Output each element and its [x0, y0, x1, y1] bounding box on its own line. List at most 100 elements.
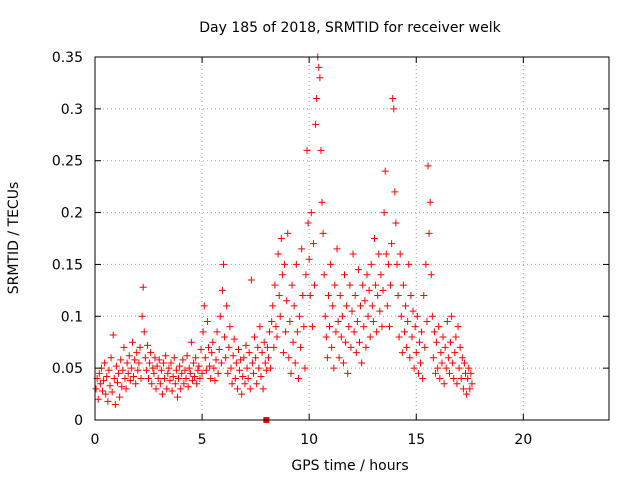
data-point — [136, 343, 144, 351]
data-point — [361, 297, 369, 305]
data-point — [203, 317, 211, 325]
data-point — [111, 400, 119, 408]
data-point — [163, 385, 171, 393]
data-point — [218, 286, 226, 294]
data-point — [327, 260, 335, 268]
data-point — [128, 338, 136, 346]
data-point — [261, 359, 269, 367]
data-point — [293, 328, 301, 336]
x-tick-label: 0 — [91, 432, 100, 448]
x-tick-label: 20 — [514, 432, 532, 448]
data-point — [240, 354, 248, 362]
data-point — [283, 297, 291, 305]
data-point — [108, 388, 116, 396]
data-point — [123, 359, 131, 367]
data-point — [170, 354, 178, 362]
data-point — [254, 343, 262, 351]
data-point — [395, 333, 403, 341]
y-axis-ticks: 0 0.05 0.1 0.15 0.2 0.25 0.3 0.35 — [52, 50, 609, 429]
y-axis-label: SRMTID / TECUs — [6, 182, 22, 295]
data-point — [239, 372, 247, 380]
data-point — [463, 390, 471, 398]
y-tick-label: 0.05 — [52, 361, 83, 377]
data-point — [348, 307, 356, 315]
y-tick-label: 0.1 — [61, 309, 83, 325]
data-point — [229, 352, 237, 360]
data-point — [345, 323, 353, 331]
data-point — [180, 380, 188, 388]
data-point — [135, 359, 143, 367]
data-point — [94, 395, 102, 403]
data-point — [392, 219, 400, 227]
data-point — [281, 260, 289, 268]
data-point — [249, 369, 257, 377]
data-point — [184, 383, 192, 391]
data-point — [459, 385, 467, 393]
data-point — [211, 377, 219, 385]
data-point — [264, 354, 272, 362]
data-point — [190, 359, 198, 367]
data-point — [276, 312, 284, 320]
data-point — [187, 338, 195, 346]
data-point — [368, 302, 376, 310]
data-point — [412, 349, 420, 357]
data-point — [457, 375, 465, 383]
data-point — [439, 333, 447, 341]
data-point — [141, 354, 149, 362]
data-point — [225, 343, 233, 351]
data-point — [227, 364, 235, 372]
data-point — [188, 377, 196, 385]
data-point — [419, 375, 427, 383]
data-point — [441, 343, 449, 351]
data-point — [198, 369, 206, 377]
data-point — [166, 377, 174, 385]
data-point — [370, 235, 378, 242]
data-point — [358, 359, 366, 367]
data-point — [322, 333, 330, 341]
data-point — [164, 369, 172, 377]
data-point — [406, 354, 414, 362]
y-tick-label: 0.15 — [52, 257, 83, 273]
data-point — [223, 302, 231, 310]
data-point — [334, 317, 342, 325]
data-point — [464, 375, 472, 383]
data-point — [210, 364, 218, 372]
data-point — [171, 380, 179, 388]
data-point — [389, 94, 397, 102]
data-point — [255, 364, 263, 372]
data-point — [388, 240, 396, 248]
data-point — [256, 323, 264, 331]
data-point — [311, 281, 319, 289]
data-point — [402, 302, 410, 310]
data-point — [420, 292, 428, 300]
data-point — [155, 356, 163, 364]
data-point — [153, 362, 161, 370]
data-point — [132, 380, 140, 388]
data-point — [341, 271, 349, 279]
x-tick-label: 10 — [300, 432, 318, 448]
data-point — [458, 354, 466, 362]
data-point — [379, 286, 387, 294]
data-point — [238, 390, 246, 398]
data-point — [127, 364, 135, 372]
data-point — [257, 372, 265, 380]
data-point — [103, 372, 111, 380]
data-point — [437, 349, 445, 357]
data-point — [260, 338, 268, 346]
data-point — [333, 245, 341, 253]
data-point — [329, 302, 337, 310]
data-point — [414, 369, 422, 377]
data-point — [251, 333, 259, 341]
data-point — [404, 317, 412, 325]
data-point — [306, 292, 314, 300]
y-tick-label: 0.35 — [52, 50, 83, 66]
data-point — [445, 369, 453, 377]
data-point — [387, 281, 395, 289]
data-point — [344, 369, 352, 377]
data-point — [449, 359, 457, 367]
data-point — [417, 359, 425, 367]
data-point — [151, 354, 159, 362]
data-point — [425, 229, 433, 237]
data-point — [156, 380, 164, 388]
data-point — [262, 366, 270, 374]
